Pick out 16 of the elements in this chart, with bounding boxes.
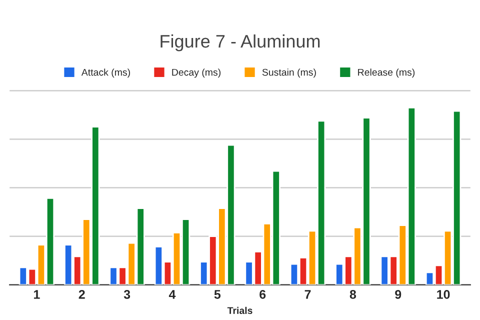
x-axis-title: Trials [227, 306, 252, 314]
x-tick-label: 3 [124, 290, 130, 299]
x-tick-label: 10 [437, 290, 450, 299]
legend-label: Attack (ms) [81, 68, 130, 78]
x-tick-label: 9 [395, 290, 402, 299]
x-tick-label: 5 [214, 290, 221, 299]
x-tick-label: 6 [260, 290, 266, 299]
x-tick-label: 2 [78, 290, 85, 299]
chart-title: Figure 7 - Aluminum [160, 34, 320, 52]
x-tick-label: 4 [168, 290, 176, 299]
x-tick-label: 1 [34, 290, 40, 299]
legend-label: Sustain (ms) [262, 68, 316, 78]
x-tick-label: 8 [350, 290, 356, 299]
legend-label: Release (ms) [358, 68, 415, 78]
x-tick-label: 7 [304, 290, 311, 299]
legend-label: Decay (ms) [172, 68, 220, 78]
